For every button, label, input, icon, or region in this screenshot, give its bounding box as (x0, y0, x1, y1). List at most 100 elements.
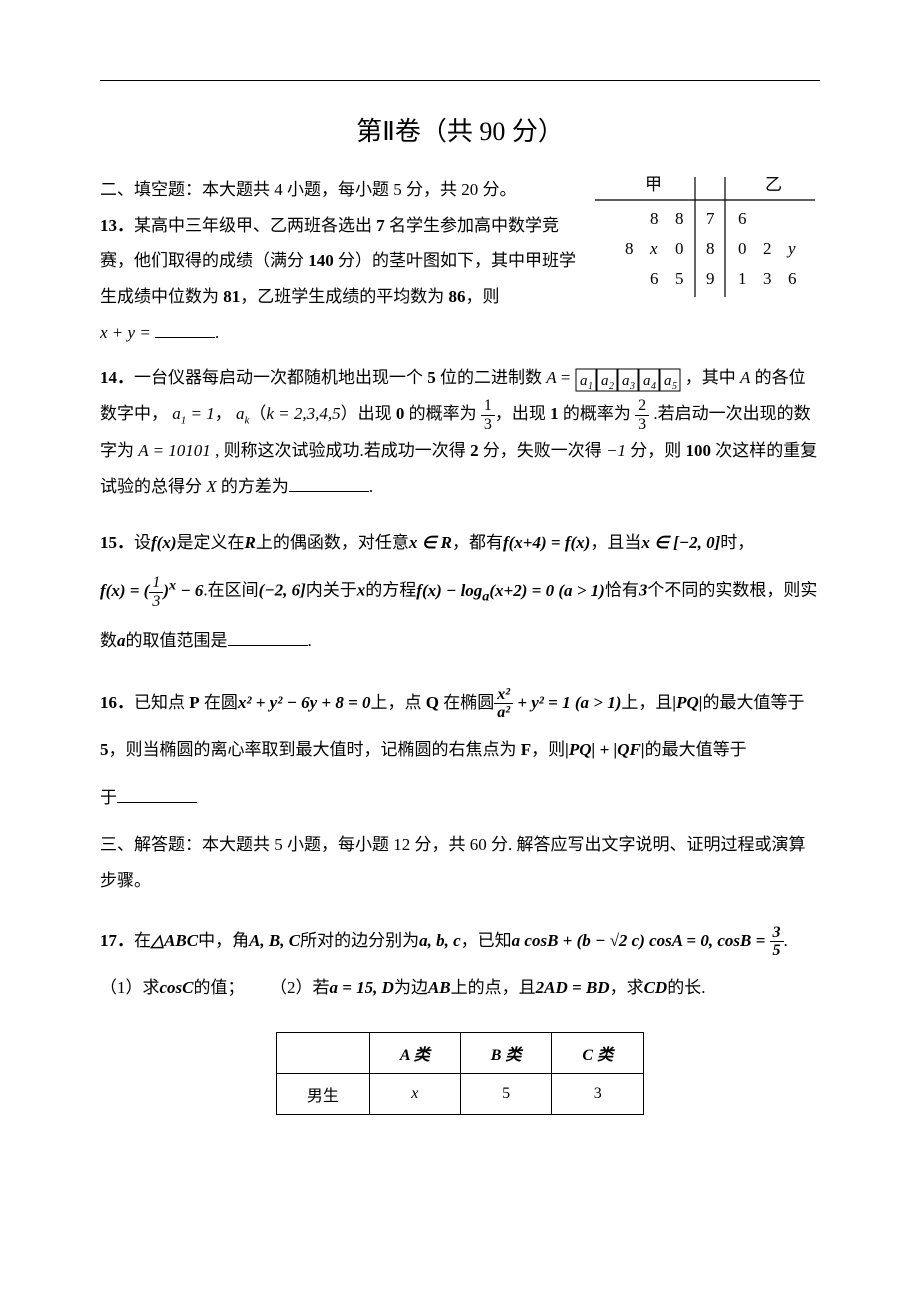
q15-fdef: f(x) = (13)x − 6 (100, 581, 203, 600)
q15-t12: 的取值范围是 (126, 631, 228, 650)
q17-t1: 在 (134, 931, 151, 950)
q14-a1: a1 = 1 (172, 404, 214, 423)
q14-t5: ， (215, 404, 236, 423)
q15-R: R (244, 533, 255, 552)
q15-t6: 时， (720, 533, 754, 552)
q16-t3: 上，点 (371, 693, 426, 712)
q13-expr: x + y = (100, 323, 151, 342)
svg-text:x: x (649, 239, 658, 258)
q13-blank (155, 320, 215, 338)
section-title: 第Ⅱ卷（共 90 分） (100, 111, 820, 148)
svg-text:2: 2 (763, 239, 772, 258)
category-table: A 类 B 类 C 类 男生 x 5 3 (276, 1032, 644, 1115)
q13-period: . (215, 323, 219, 342)
page: 第Ⅱ卷（共 90 分） 甲 乙 8 8 7 6 8 x 0 8 0 2 y (0, 0, 920, 1155)
q17-cond: a cosB + (b − √2 c) cosA = 0, cosB = 35 (512, 931, 784, 950)
svg-text:3: 3 (629, 381, 635, 392)
q15-eqn: f(x) − loga(x+2) = 0 (a > 1) (416, 581, 605, 600)
q14-t1: 一台仪器每启动一次都随机地出现一个 (134, 368, 427, 387)
q17-p1l: （1）求 (100, 978, 160, 997)
q15-blank (228, 628, 308, 646)
q14-kvals: k = 2,3,4,5 (266, 404, 340, 423)
q13-seven: 7 (376, 216, 385, 235)
table-h2: B 类 (460, 1032, 552, 1073)
q16-t4: 在椭圆 (439, 693, 494, 712)
q16-Q: Q (426, 693, 439, 712)
q13-mean: 86 (449, 287, 466, 306)
q13-e: ，则 (466, 287, 500, 306)
q16: 16．已知点 P 在圆x² + y² − 6y + 8 = 0上，点 Q 在椭圆… (100, 679, 820, 822)
q14-eq: = (557, 368, 575, 387)
q17-p2l: （2）若 (270, 978, 330, 997)
q16-num: 16． (100, 693, 134, 712)
q17-t2: 中，角 (198, 931, 249, 950)
svg-text:7: 7 (706, 209, 715, 228)
q15-t8: 内关于 (306, 581, 357, 600)
q13-a: 某高中三年级甲、乙两班各选出 (134, 216, 376, 235)
svg-text:0: 0 (675, 239, 684, 258)
q14-hundred: 100 (686, 441, 712, 460)
table-h3: C 类 (552, 1032, 644, 1073)
svg-text:8: 8 (706, 239, 715, 258)
svg-text:8: 8 (625, 239, 634, 258)
q15-xinR: x ∈ R (409, 533, 452, 552)
svg-text:6: 6 (738, 209, 747, 228)
q16-t2: 在圆 (200, 693, 238, 712)
svg-text:6: 6 (650, 269, 659, 288)
q15-t3: 上的偶函数，对任意 (256, 533, 409, 552)
q15-t5: ，且当 (590, 533, 641, 552)
q17-num: 17． (100, 931, 134, 950)
q14-t2: 位的二进制数 (436, 368, 547, 387)
q17-abc: a, b, c (419, 931, 461, 950)
q17-tri: △ABC (151, 931, 198, 950)
q15-t10: 恰有 (605, 581, 639, 600)
q16-circle: x² + y² − 6y + 8 = 0 (238, 693, 371, 712)
q17-p2m: 为边 (394, 978, 428, 997)
q14-two: 2 (470, 441, 479, 460)
q17-t3: 所对的边分别为 (300, 931, 419, 950)
q17-t5: . (784, 931, 788, 950)
q15-int1: x ∈ [−2, 0] (641, 533, 720, 552)
table-h0 (276, 1032, 369, 1073)
q17-AB: AB (428, 978, 451, 997)
q16-blank (117, 785, 197, 803)
svg-text:y: y (786, 239, 796, 258)
q17-p2e: 的长. (667, 978, 705, 997)
q15: 15．设f(x)是定义在R上的偶函数，对任意x ∈ R，都有f(x+4) = f… (100, 519, 820, 665)
q15-int2: (−2, 6] (259, 581, 306, 600)
q16-t7: ，则当椭圆的离心率取到最大值时，记椭圆的右焦点为 (109, 740, 521, 759)
q17-CD: CD (644, 978, 668, 997)
q14-blank (289, 474, 369, 492)
q15-t9: 的方程 (365, 581, 416, 600)
table-r0: 男生 (276, 1073, 369, 1114)
q14-Aval: A = 10101 (138, 441, 211, 460)
q14-frac1: 13 (481, 397, 495, 433)
svg-text:1: 1 (738, 269, 747, 288)
q14-t16: 的方差为 (217, 477, 289, 496)
svg-text:a: a (643, 373, 651, 389)
q14-t8: 的概率为 (404, 404, 481, 423)
svg-text:8: 8 (650, 209, 659, 228)
q15-t2: 是定义在 (176, 533, 244, 552)
svg-text:5: 5 (672, 381, 677, 392)
q17-a15: a = 15, D (330, 978, 394, 997)
q16-tail: 于 (100, 788, 117, 807)
table-r1: x (369, 1073, 460, 1114)
svg-text:9: 9 (706, 269, 715, 288)
stem-leaf-figure: 甲 乙 8 8 7 6 8 x 0 8 0 2 y 6 5 9 1 3 (590, 172, 820, 302)
q13-d: ，乙班学生成绩的平均数为 (240, 287, 448, 306)
q15-x: x (357, 581, 366, 600)
q14-frac2: 23 (635, 397, 649, 433)
svg-text:a: a (601, 373, 609, 389)
q14-neg1: −1 (606, 441, 626, 460)
q16-t9: 的最大值等于 (645, 740, 747, 759)
table-h1: A 类 (369, 1032, 460, 1073)
q16-five: 5 (100, 740, 109, 759)
svg-text:2: 2 (609, 381, 614, 392)
svg-text:8: 8 (675, 209, 684, 228)
q15-t1: 设 (134, 533, 151, 552)
q16-t5: 上，且 (621, 693, 672, 712)
q14-period: . (369, 477, 373, 496)
table-r2: 5 (460, 1073, 552, 1114)
q16-P: P (189, 693, 199, 712)
